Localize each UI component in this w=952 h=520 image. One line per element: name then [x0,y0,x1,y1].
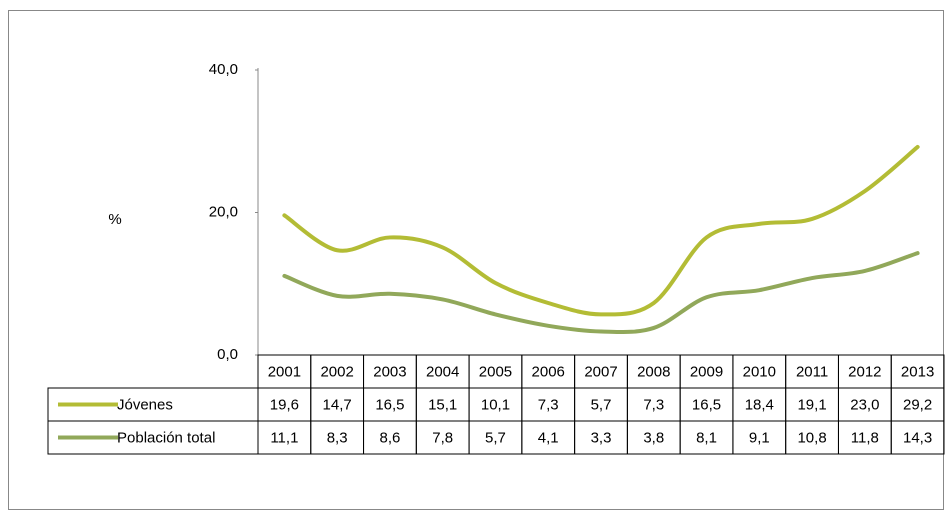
table-value: 3,8 [643,429,664,446]
x-tick-label: 2005 [479,363,512,380]
table-value: 7,3 [538,396,559,413]
table-value: 19,6 [270,396,299,413]
y-tick-label: 0,0 [217,346,238,363]
line-series [282,144,920,317]
table-value: 16,5 [692,396,721,413]
table-value: 5,7 [591,396,612,413]
x-tick-label: 2009 [690,363,723,380]
table-value: 23,0 [850,396,879,413]
x-tick-label: 2001 [268,363,301,380]
table-value: 8,1 [696,429,717,446]
x-tick-label: 2002 [320,363,353,380]
x-tick-label: 2012 [848,363,881,380]
table-value: 10,8 [797,429,826,446]
table-value: 18,4 [745,396,774,413]
table-value: 10,1 [481,396,510,413]
table-value: 15,1 [428,396,457,413]
table-value: 9,1 [749,429,770,446]
x-tick-label: 2013 [901,363,934,380]
legend-label: Población total [117,429,215,446]
line-series [282,251,920,335]
table-value: 4,1 [538,429,559,446]
y-tick-label: 20,0 [209,203,238,220]
y-axis-label: % [108,211,121,228]
x-tick-label: 2006 [532,363,565,380]
x-tick-label: 2007 [584,363,617,380]
table-value: 7,8 [432,429,453,446]
table-value: 5,7 [485,429,506,446]
table-value: 7,3 [643,396,664,413]
legend-label: Jóvenes [117,396,173,413]
y-tick-label: 40,0 [209,61,238,78]
x-tick-label: 2008 [637,363,670,380]
table-value: 14,7 [323,396,352,413]
x-tick-label: 2004 [426,363,459,380]
x-tick-label: 2011 [796,363,828,380]
chart-border [8,10,944,510]
table-value: 11,1 [270,429,298,446]
table-value: 29,2 [903,396,932,413]
table-cell [890,420,945,455]
x-tick-label: 2003 [373,363,406,380]
table-value: 3,3 [591,429,612,446]
table-value: 14,3 [903,429,932,446]
x-tick-label: 2010 [743,363,776,380]
table-value: 19,1 [797,396,826,413]
table-value: 11,8 [851,429,879,446]
table-value: 8,6 [379,429,400,446]
table-value: 8,3 [327,429,348,446]
table-value: 16,5 [375,396,404,413]
